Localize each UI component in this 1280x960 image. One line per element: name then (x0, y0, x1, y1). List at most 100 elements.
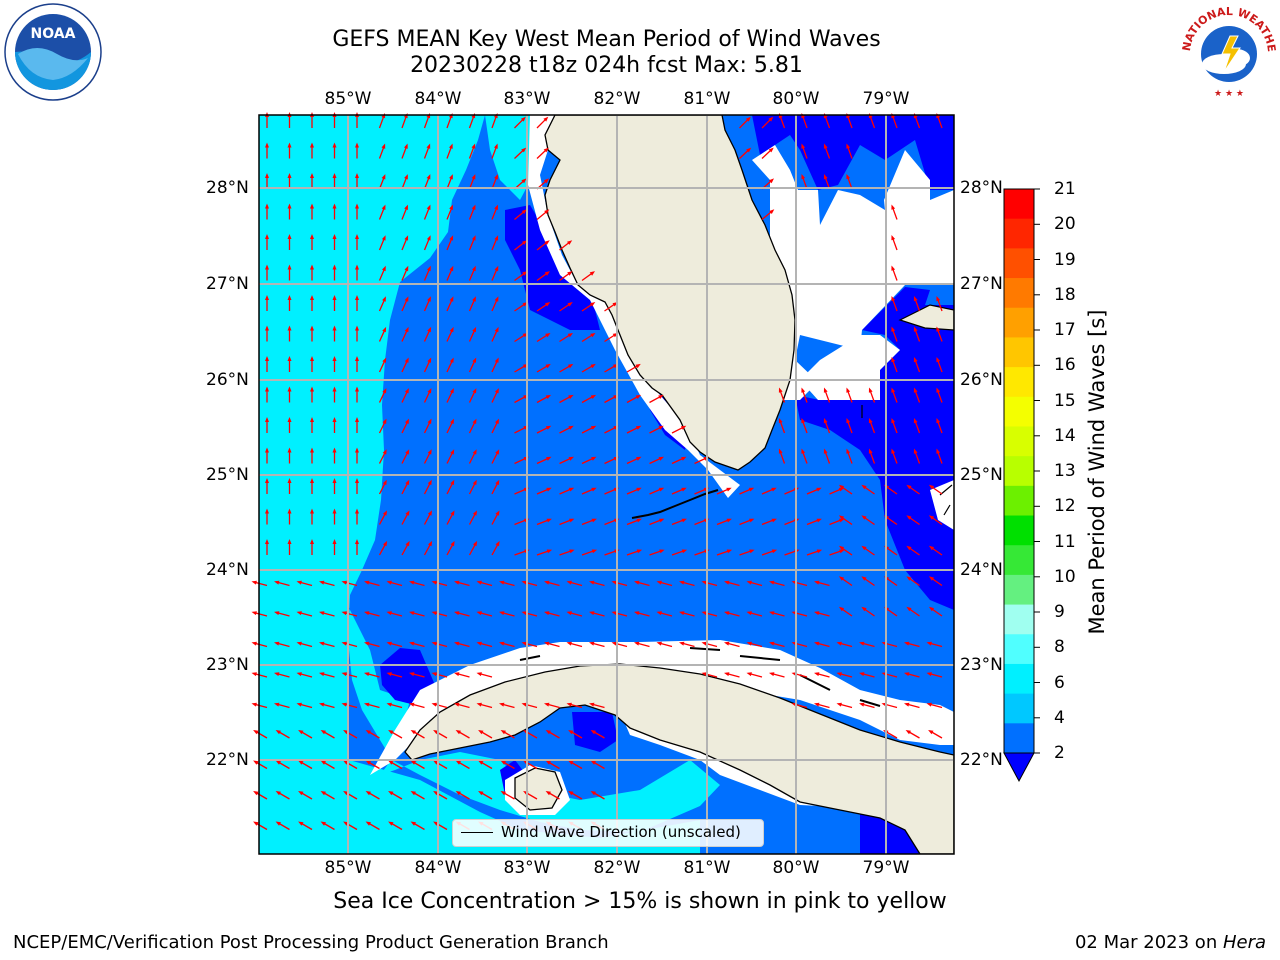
lat-tick-label-left: 24°N (206, 560, 249, 580)
colorbar-segment (1004, 248, 1034, 279)
wave-arrow-head (566, 611, 572, 616)
wave-arrow-head (656, 611, 662, 616)
wave-arrow-head (814, 672, 820, 677)
wave-arrow-head (426, 235, 431, 241)
wave-arrow-head (310, 478, 314, 483)
wave-arrow-head (499, 580, 505, 585)
wave-arrow-head (251, 611, 257, 616)
colorbar-segment (1004, 426, 1034, 457)
wave-arrow-head (846, 418, 851, 424)
wave-arrow-head (409, 672, 415, 677)
coastal-halo-cuba (370, 640, 954, 775)
wave-arrow-head (936, 448, 941, 454)
wave-arrow-head (405, 540, 410, 547)
wave-arrow-head (544, 209, 550, 214)
wave-arrow-head (778, 387, 783, 393)
wave-arrow-head (332, 264, 337, 270)
wave-arrow-head (823, 387, 828, 393)
wave-arrow-head (388, 821, 394, 826)
wave-arrow-head (545, 363, 551, 369)
wave-arrow-head (298, 791, 304, 796)
wave-arrow-head (386, 641, 392, 646)
wave-arrow-head (868, 418, 873, 424)
wave-arrow-head (471, 204, 476, 210)
wave-arrow-head (656, 641, 662, 646)
colorbar-extend-arrow (1003, 752, 1035, 783)
colorbar-segment (1004, 189, 1034, 220)
wave-arrow-head (521, 178, 527, 184)
wave-arrow-head (476, 672, 482, 677)
wave-arrow-head (569, 518, 575, 523)
lat-tick-label-right: 24°N (960, 560, 1003, 580)
wave-arrow-head (310, 234, 314, 239)
wave-arrow-head (355, 203, 359, 209)
wave-arrow-head (427, 510, 432, 516)
wave-arrow-head (679, 641, 685, 646)
wave-arrow-head (320, 760, 326, 765)
wave-arrow-head (569, 549, 575, 554)
wave-arrow-head (544, 611, 550, 616)
wave-arrow-head (566, 702, 572, 707)
wave-arrow-head (478, 760, 484, 765)
wave-arrow-head (476, 641, 482, 646)
wave-arrow-head (449, 143, 453, 149)
wave-arrow-head (500, 760, 506, 765)
wave-arrow-head (494, 265, 499, 272)
wave-arrow-head (839, 549, 845, 554)
wave-arrow-head (381, 143, 386, 149)
wave-arrow-head (936, 387, 941, 393)
wave-arrow-head (427, 479, 432, 486)
wave-arrow-head (679, 580, 685, 585)
wave-arrow-head (454, 580, 460, 585)
wave-arrow-head (859, 672, 865, 677)
colorbar-segment (1004, 456, 1034, 487)
colorbar-segment (1004, 367, 1034, 398)
wave-arrow-head (768, 116, 774, 122)
wave-arrow-head (906, 576, 912, 581)
wave-arrow-head (404, 143, 408, 149)
wave-arrow-head (364, 580, 370, 585)
wave-arrow-head (494, 143, 498, 149)
wave-arrow-head (476, 580, 482, 585)
land-florida (544, 115, 796, 471)
wave-arrow-head (388, 760, 394, 765)
wave-arrow-head (332, 173, 337, 178)
wave-arrow-head (589, 580, 595, 585)
wave-arrow-head (450, 479, 455, 486)
wave-arrow-head (265, 142, 269, 148)
wave-arrow-head (427, 265, 431, 272)
lat-tick-label-left: 28°N (206, 178, 249, 198)
wave-arrow-head (546, 549, 553, 554)
wave-arrow-head (891, 204, 896, 210)
wave-arrow-head (838, 545, 845, 551)
wave-arrow-head (771, 518, 777, 523)
wave-arrow-head (405, 449, 410, 455)
wave-arrow-head (590, 394, 597, 399)
wave-arrow-head (332, 386, 337, 392)
wave-arrow-head (274, 702, 280, 707)
wave-arrow-head (426, 204, 431, 210)
wave-arrow-head (251, 672, 257, 677)
wave-arrow-head (296, 702, 302, 707)
sea-ice-note: Sea Ice Concentration > 15% is shown in … (333, 889, 947, 914)
wave-arrow-head (332, 478, 337, 483)
wave-arrow-head (926, 641, 932, 646)
lon-tick-label-top: 80°W (772, 89, 820, 109)
wave-arrow-head (681, 549, 688, 554)
wave-arrow-head (590, 791, 596, 796)
wave-arrow-head (499, 641, 505, 646)
wave-arrow-head (427, 449, 432, 455)
wave-arrow-head (913, 387, 918, 393)
wave-arrow-head (275, 730, 281, 735)
wave-arrow-head (341, 702, 347, 707)
wave-arrow-head (405, 418, 409, 424)
wave-arrow-head (544, 240, 550, 245)
wave-arrow-head (543, 147, 549, 153)
wave-arrow-head (568, 456, 574, 461)
chart-subtitle: 20230228 t18z 024h fcst Max: 5.81 (410, 53, 803, 78)
wave-arrow-head (846, 387, 851, 393)
wave-arrow-head (310, 203, 314, 209)
colorbar-segment (1004, 663, 1034, 695)
wave-arrow-head (823, 418, 828, 424)
wave-arrow-head (388, 730, 394, 735)
